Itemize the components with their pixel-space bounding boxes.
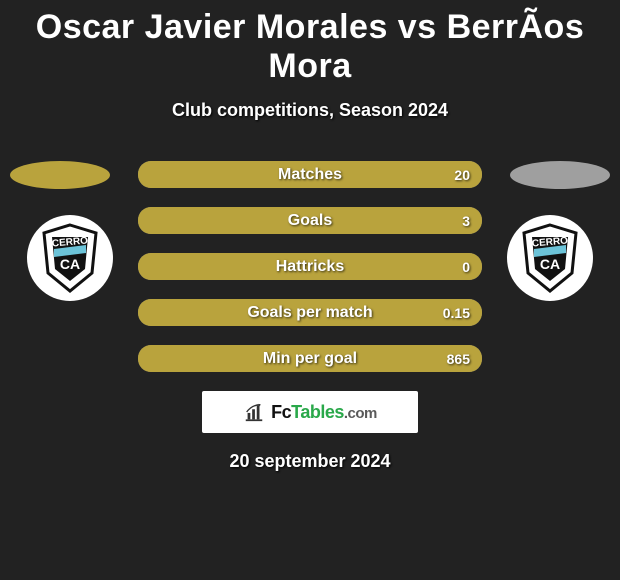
stat-label: Hattricks	[138, 253, 482, 280]
watermark-text: FcTables.com	[271, 402, 377, 423]
watermark-fc: Fc	[271, 402, 291, 422]
cerro-logo-icon: CERRO CA	[40, 223, 100, 293]
bar-chart-icon	[243, 401, 265, 423]
stat-label: Matches	[138, 161, 482, 188]
watermark-tables: Tables	[291, 402, 344, 422]
comparison-infographic: Oscar Javier Morales vs BerrÃ­os Mora Cl…	[0, 0, 620, 580]
stat-row: Goals3	[138, 207, 482, 234]
stat-value-right: 20	[454, 161, 470, 188]
player-left-oval	[10, 161, 110, 189]
stat-row: Matches20	[138, 161, 482, 188]
club-badge-right: CERRO CA	[507, 215, 593, 301]
stat-row: Hattricks0	[138, 253, 482, 280]
subtitle: Club competitions, Season 2024	[0, 100, 620, 121]
svg-text:CA: CA	[540, 256, 560, 272]
player-right-oval	[510, 161, 610, 189]
stat-value-right: 865	[447, 345, 470, 372]
stat-value-right: 3	[462, 207, 470, 234]
stat-label: Min per goal	[138, 345, 482, 372]
stats-bars: Matches20 Goals3 Hattricks0 Goals per match…	[138, 161, 482, 372]
watermark-com: .com	[344, 405, 377, 422]
svg-text:CA: CA	[60, 256, 80, 272]
cerro-logo-icon: CERRO CA	[520, 223, 580, 293]
stat-row: Goals per match0.15	[138, 299, 482, 326]
page-title: Oscar Javier Morales vs BerrÃ­os Mora	[0, 0, 620, 86]
stat-label: Goals	[138, 207, 482, 234]
stat-value-right: 0.15	[443, 299, 470, 326]
content-area: CERRO CA CERRO CA Matches20 Goals3 Hattric…	[0, 161, 620, 472]
stat-row: Min per goal865	[138, 345, 482, 372]
stat-label: Goals per match	[138, 299, 482, 326]
stat-value-right: 0	[462, 253, 470, 280]
date-label: 20 september 2024	[0, 451, 620, 472]
watermark: FcTables.com	[202, 391, 418, 433]
club-badge-left: CERRO CA	[27, 215, 113, 301]
